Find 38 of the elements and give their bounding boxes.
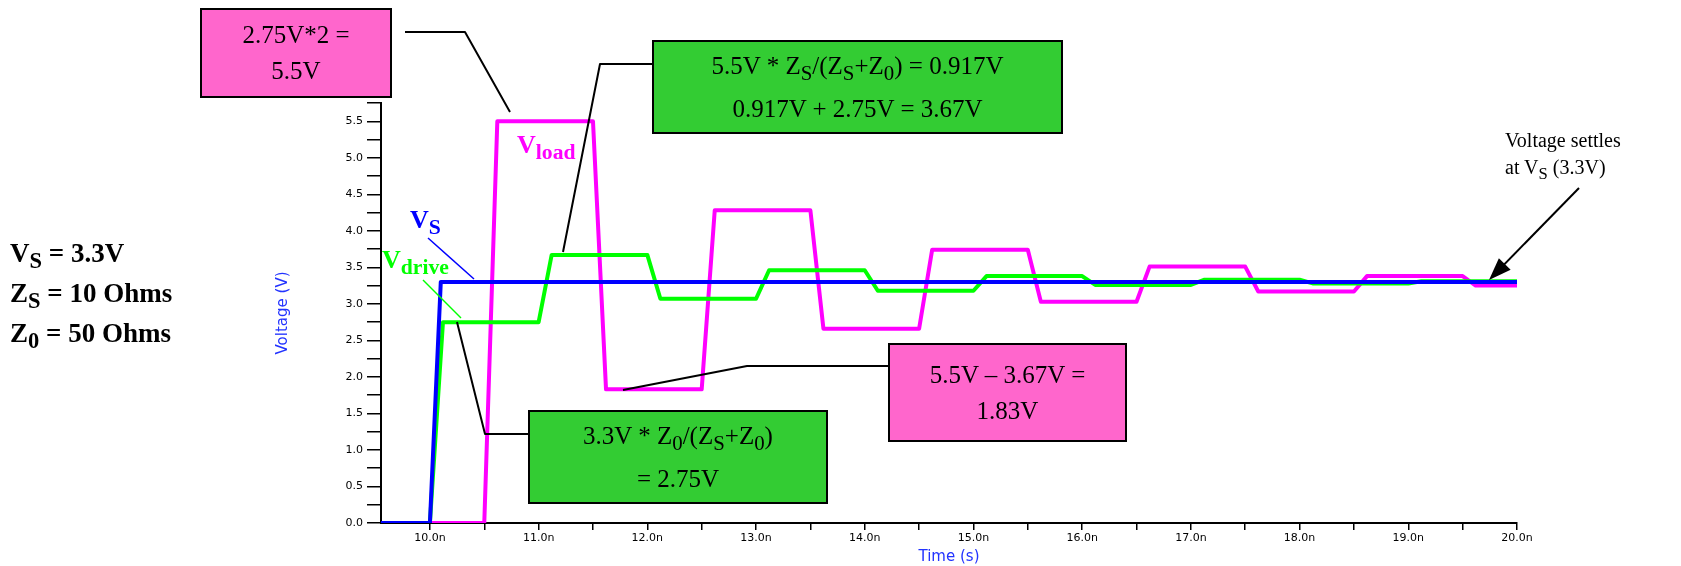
- annotation: Voltage settles at V$_{S}$ (3.3V): [1505, 128, 1621, 185]
- annotation: 5.5V – 3.67V = 1.83V: [929, 359, 1086, 426]
- text: Z$_{S}$ = 10 Ohms: [10, 278, 173, 315]
- y-tick-label: 1.5: [345, 406, 363, 420]
- y-tick-label: 5.5: [345, 114, 363, 128]
- x-tick-label: 12.0n: [631, 531, 664, 545]
- x-tick-label: 11.0n: [522, 531, 555, 545]
- x-tick-label: 10.0n: [414, 531, 446, 545]
- callout-box: 5.5V – 3.67V = 1.83V: [888, 343, 1127, 442]
- y-axis-title: Voltage (V): [272, 271, 291, 355]
- y-tick-label: 2.0: [345, 369, 363, 383]
- y-tick-label: 4.0: [345, 223, 363, 237]
- y-tick-label: 3.5: [345, 260, 363, 274]
- series-label: V$_{S}$: [410, 205, 441, 241]
- text: Z$_{0}$ = 50 Ohms: [10, 318, 171, 355]
- text: V$_{S}$ = 3.3V: [10, 238, 125, 275]
- x-tick-label: 20.0n: [1501, 531, 1533, 545]
- y-tick-label: 5.0: [345, 150, 363, 164]
- callout-box: 3.3V * Z$_{0}$/(Z$_{S}$+Z$_{0}$) = 2.75V: [528, 410, 828, 504]
- callout-box: 2.75V*2 = 5.5V: [200, 8, 392, 98]
- x-tick-label: 15.0n: [957, 531, 990, 545]
- x-tick-label: 14.0n: [849, 531, 881, 545]
- annotation: 5.5V * Z$_{S}$/(Z$_{S}$+Z$_{0}$) = 0.917V 0.917V + 2.75V = 3.67V: [711, 50, 1004, 124]
- y-tick-label: 0.0: [345, 515, 363, 529]
- y-tick-label: 3.0: [345, 296, 363, 310]
- y-tick-label: 1.0: [345, 442, 363, 456]
- callout-box: 5.5V * Z$_{S}$/(Z$_{S}$+Z$_{0}$) = 0.917V 0.917V + 2.75V = 3.67V: [652, 40, 1063, 134]
- x-tick-label: 19.0n: [1392, 531, 1425, 545]
- y-tick-label: 0.5: [345, 479, 363, 493]
- y-tick-label: 2.5: [345, 333, 363, 347]
- x-tick-label: 16.0n: [1066, 531, 1098, 545]
- series-label: V$_{load}$: [517, 130, 576, 166]
- y-tick-label: 4.5: [345, 187, 363, 201]
- x-axis-title: Time (s): [917, 546, 980, 565]
- x-tick-label: 17.0n: [1175, 531, 1207, 545]
- x-tick-label: 13.0n: [740, 531, 772, 545]
- series-label: V$_{drive}$: [382, 245, 449, 281]
- x-tick-label: 18.0n: [1283, 531, 1316, 545]
